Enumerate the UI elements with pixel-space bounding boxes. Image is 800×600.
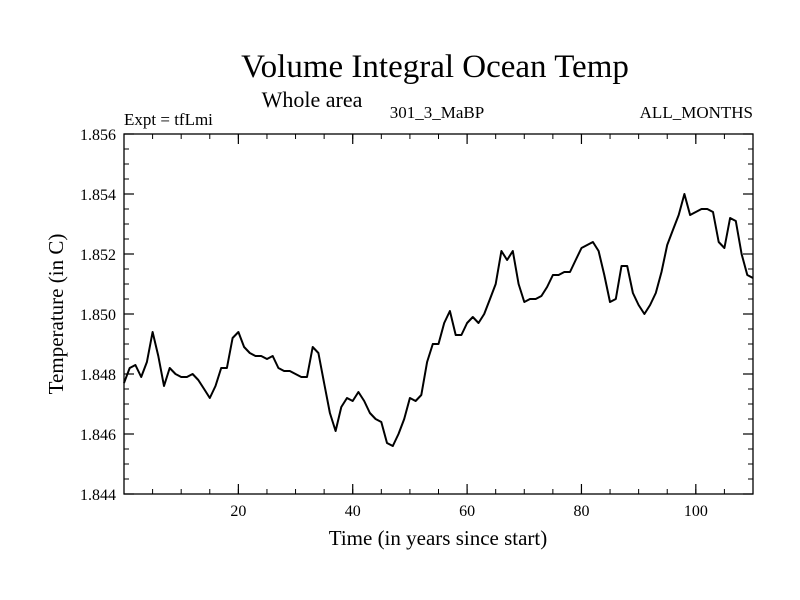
- x-tick-label: 100: [684, 503, 708, 520]
- y-tick-label: 1.854: [80, 187, 116, 204]
- x-tick-label: 40: [345, 503, 361, 520]
- x-axis-label: Time (in years since start): [329, 526, 548, 550]
- y-tick-label: 1.856: [80, 127, 116, 144]
- experiment-label: Expt = tfLmi: [124, 110, 213, 129]
- run-label: 301_3_MaBP: [390, 103, 484, 122]
- y-tick-label: 1.846: [80, 427, 116, 444]
- y-axis-label: Temperature (in C): [44, 234, 68, 395]
- y-tick-label: 1.850: [80, 307, 116, 324]
- series-line: [123, 193, 754, 447]
- months-label: ALL_MONTHS: [640, 103, 753, 122]
- y-tick-label: 1.848: [80, 367, 116, 384]
- y-tick-label: 1.844: [80, 487, 116, 504]
- y-tick-label: 1.852: [80, 247, 116, 264]
- chart-subtitle: Whole area: [262, 87, 363, 112]
- x-axis-ticks: 20 40 60 80 100: [152, 134, 725, 520]
- x-tick-label: 20: [230, 503, 246, 520]
- plot-frame: [123, 133, 754, 495]
- y-axis-ticks: 1.844 1.846 1.848 1.850 1.852 1.854 1.856: [80, 127, 753, 504]
- x-tick-label: 60: [459, 503, 475, 520]
- x-tick-label: 80: [573, 503, 589, 520]
- chart-title: Volume Integral Ocean Temp: [241, 49, 629, 85]
